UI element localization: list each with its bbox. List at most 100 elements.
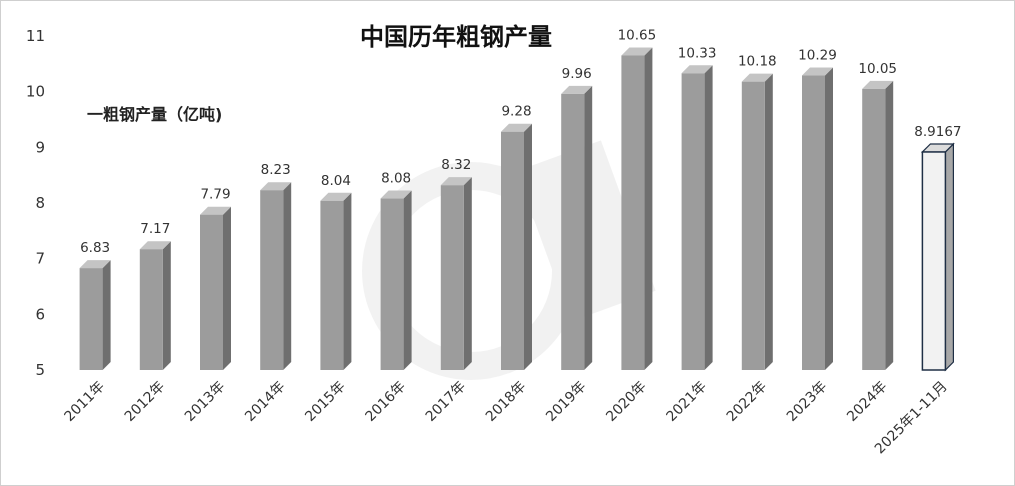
bar-top (380, 190, 412, 199)
bar-side (584, 85, 593, 370)
bar-side (825, 67, 833, 371)
bar-side (944, 142, 955, 372)
data-label: 8.32 (441, 157, 471, 173)
x-axis: 2011年 2012年 2013年 2014年 2015年 2016年 2017年 2018年… (62, 379, 951, 458)
x-tick-label: 2021年 (664, 379, 710, 425)
x-tick-label: 2012年 (122, 379, 168, 425)
data-label: 10.33 (678, 45, 717, 61)
bar-side (463, 177, 472, 370)
bar-top (561, 85, 593, 94)
bar-front (79, 268, 103, 370)
bar-front (440, 185, 464, 370)
y-tick-label: 8 (35, 194, 45, 212)
bar-top (200, 206, 231, 215)
bar-top (802, 67, 833, 76)
bar-side (283, 182, 292, 370)
bar-top (621, 47, 653, 56)
bar-front (139, 249, 163, 370)
data-label: 7.17 (140, 221, 170, 237)
data-label: 8.04 (321, 173, 351, 189)
y-tick-label: 6 (35, 305, 45, 323)
bar-front (320, 200, 344, 370)
bar (200, 206, 231, 370)
bar (79, 260, 111, 370)
bar (681, 65, 713, 371)
data-label: 8.23 (261, 162, 291, 178)
bar (621, 47, 653, 370)
bar-side (644, 47, 653, 370)
x-tick-label: 2023年 (784, 379, 830, 425)
bar (501, 123, 532, 370)
bar-top (79, 260, 111, 269)
bar-side (162, 241, 171, 370)
data-label: 8.08 (381, 171, 411, 187)
x-tick-label: 2017年 (423, 379, 469, 425)
bar-front (380, 198, 404, 370)
data-label: 6.83 (80, 240, 110, 256)
y-tick-label: 11 (26, 27, 45, 45)
data-label: 10.05 (858, 61, 897, 77)
x-tick-label: 2019年 (543, 379, 589, 425)
bar-top (501, 123, 532, 132)
data-labels: 6.83 7.17 7.79 8.23 8.04 8.08 8.32 9.28 9.96 10.6… (80, 27, 961, 256)
bar (380, 190, 412, 370)
bar (920, 142, 955, 372)
data-label: 10.29 (798, 48, 837, 64)
bar-top (440, 177, 472, 186)
bar-front (561, 93, 585, 370)
x-tick-label: 2015年 (302, 379, 348, 425)
y-axis: 5 6 7 8 9 10 11 (26, 27, 45, 379)
bar (741, 73, 773, 370)
bar (320, 192, 352, 370)
bar-front (741, 81, 765, 370)
data-label: 10.65 (618, 27, 657, 43)
bar-top (260, 182, 292, 191)
bar (862, 80, 894, 370)
bar-side (102, 260, 111, 370)
bar-side (885, 80, 894, 370)
x-tick-label: 2018年 (483, 379, 529, 425)
bar-side (704, 65, 713, 371)
bar-front (501, 131, 524, 370)
bar (139, 241, 171, 370)
bar-front (681, 73, 705, 371)
bar-series (79, 47, 955, 372)
x-tick-label: 2011年 (62, 379, 108, 425)
bar-front (921, 151, 947, 371)
y-tick-label: 5 (35, 361, 45, 379)
bar-top (741, 73, 773, 82)
bar-side (764, 73, 773, 370)
x-tick-label: 2016年 (363, 379, 409, 425)
bar-side (343, 192, 352, 370)
bar-top (139, 241, 171, 250)
x-tick-label: 2014年 (242, 379, 288, 425)
data-label: 7.79 (200, 187, 230, 203)
bar-front (260, 190, 284, 370)
data-label: 8.9167 (914, 124, 961, 140)
bar-front (862, 88, 886, 370)
bar-front (621, 55, 645, 370)
data-label: 9.28 (501, 104, 531, 120)
bar-top (320, 192, 352, 201)
x-tick-label: 2020年 (603, 379, 649, 425)
bar-side (223, 206, 231, 370)
bar-front (200, 214, 223, 370)
bar-side (403, 190, 412, 370)
data-label: 10.18 (738, 54, 777, 70)
legend-label: 一粗钢产量（亿吨) (87, 105, 222, 124)
bar (561, 85, 593, 370)
bar-side (524, 123, 532, 370)
x-tick-label: 2022年 (724, 379, 770, 425)
bar (802, 67, 833, 371)
x-tick-label: 2024年 (844, 379, 890, 425)
y-tick-label: 10 (26, 83, 45, 101)
bar-front (802, 75, 825, 371)
bar (440, 177, 472, 370)
y-tick-label: 7 (35, 250, 45, 268)
bar (260, 182, 292, 370)
bar-top (681, 65, 713, 74)
y-tick-label: 9 (35, 138, 45, 156)
data-label: 9.96 (562, 66, 592, 82)
